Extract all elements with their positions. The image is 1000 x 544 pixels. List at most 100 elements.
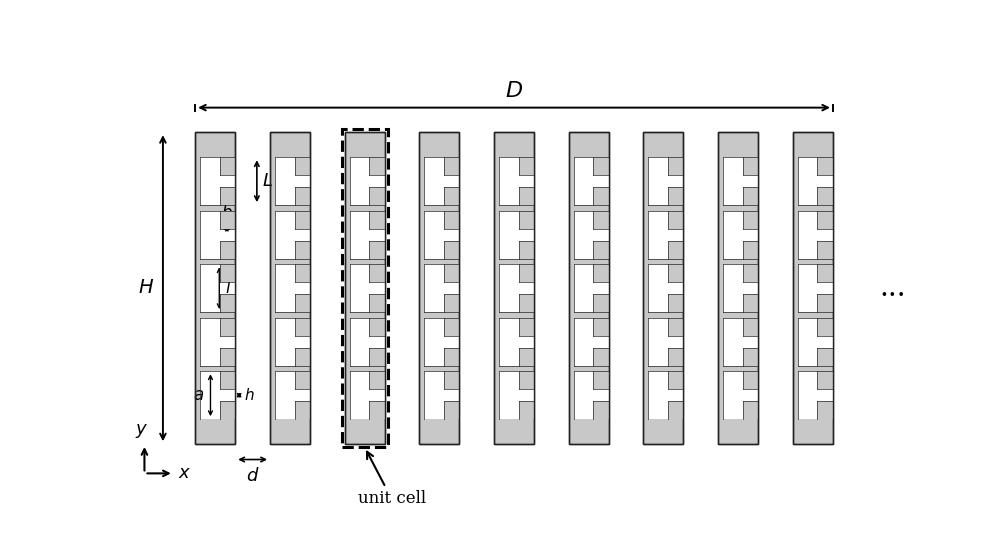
Bar (793, 132, 833, 444)
Bar (345, 132, 385, 444)
Bar (817, 318, 833, 336)
Bar (648, 157, 683, 205)
Bar (494, 132, 534, 444)
Bar (220, 264, 235, 282)
Bar (444, 157, 459, 175)
Bar (295, 240, 310, 258)
Bar (350, 211, 385, 258)
Bar (499, 264, 534, 312)
Bar (648, 264, 683, 312)
Bar (369, 401, 385, 419)
Bar (369, 294, 385, 312)
Bar (444, 211, 459, 228)
Bar (574, 211, 609, 258)
Bar (295, 264, 310, 282)
Bar (424, 318, 459, 366)
Bar (593, 211, 609, 228)
Bar (798, 157, 833, 205)
Bar (668, 294, 683, 312)
Bar (817, 294, 833, 312)
Bar (350, 264, 385, 312)
Bar (220, 240, 235, 258)
Bar (519, 240, 534, 258)
Bar (743, 294, 758, 312)
Bar (369, 318, 385, 336)
Bar (593, 157, 609, 175)
Bar (593, 401, 609, 419)
Bar (369, 240, 385, 258)
Bar (195, 132, 235, 444)
Bar (643, 132, 683, 444)
Bar (444, 264, 459, 282)
Text: $l$: $l$ (225, 279, 231, 297)
Bar (593, 318, 609, 336)
Bar (519, 318, 534, 336)
Bar (369, 264, 385, 282)
Bar (798, 318, 833, 366)
Bar (668, 264, 683, 282)
Bar (593, 348, 609, 366)
Bar (593, 372, 609, 390)
Bar (743, 240, 758, 258)
Bar (593, 240, 609, 258)
Bar (275, 157, 310, 205)
Bar (743, 157, 758, 175)
Bar (295, 211, 310, 228)
Text: unit cell: unit cell (358, 452, 426, 508)
Bar (519, 211, 534, 228)
Bar (275, 372, 310, 419)
Bar (424, 157, 459, 205)
Bar (718, 132, 758, 444)
Bar (220, 401, 235, 419)
Bar (817, 372, 833, 390)
Bar (369, 157, 385, 175)
Bar (593, 294, 609, 312)
Bar (494, 132, 534, 444)
Bar (817, 348, 833, 366)
Bar (798, 264, 833, 312)
Bar (195, 132, 235, 444)
Bar (444, 348, 459, 366)
Bar (499, 372, 534, 419)
Bar (569, 132, 609, 444)
Bar (743, 318, 758, 336)
Bar (574, 318, 609, 366)
Bar (275, 264, 310, 312)
Bar (519, 187, 534, 205)
Bar (574, 264, 609, 312)
Bar (817, 401, 833, 419)
Bar (444, 240, 459, 258)
Bar (350, 372, 385, 419)
Bar (817, 157, 833, 175)
Bar (270, 132, 310, 444)
Bar (817, 187, 833, 205)
Bar (295, 187, 310, 205)
Bar (419, 132, 459, 444)
Bar (220, 372, 235, 390)
Bar (220, 211, 235, 228)
Bar (200, 318, 235, 366)
Bar (668, 240, 683, 258)
Bar (295, 348, 310, 366)
Bar (295, 318, 310, 336)
Bar (743, 348, 758, 366)
Bar (519, 157, 534, 175)
Bar (369, 372, 385, 390)
Bar (574, 157, 609, 205)
Bar (743, 401, 758, 419)
Bar (369, 348, 385, 366)
Bar (668, 401, 683, 419)
Bar (723, 372, 758, 419)
Bar (793, 132, 833, 444)
Bar (499, 318, 534, 366)
Bar (345, 132, 385, 444)
Bar (295, 401, 310, 419)
Bar (574, 372, 609, 419)
Bar (743, 264, 758, 282)
Bar (668, 372, 683, 390)
Bar (295, 372, 310, 390)
Text: $b$: $b$ (221, 204, 233, 222)
Bar (499, 157, 534, 205)
Bar (444, 372, 459, 390)
Bar (817, 264, 833, 282)
